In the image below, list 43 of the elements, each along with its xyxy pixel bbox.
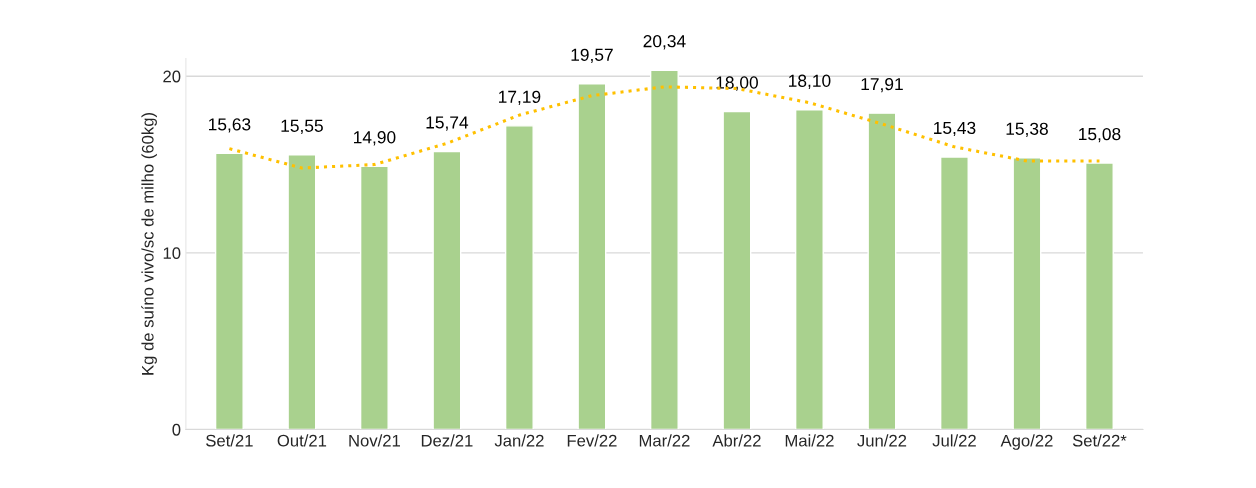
data-label: 18,00 xyxy=(716,76,758,91)
y-tick-label: 20 xyxy=(163,70,181,83)
bar xyxy=(214,152,244,430)
x-tick-label: Dez/21 xyxy=(421,434,473,447)
x-tick-label: Mar/22 xyxy=(639,434,690,447)
x-tick-label: Abr/22 xyxy=(712,434,761,447)
x-tick-label: Fev/22 xyxy=(567,434,617,447)
bar xyxy=(287,154,317,430)
x-tick-label: Jun/22 xyxy=(857,434,907,447)
data-label: 19,57 xyxy=(571,48,613,63)
data-label: 15,55 xyxy=(281,119,323,134)
bar xyxy=(794,109,824,430)
bar xyxy=(359,165,389,430)
data-label: 15,38 xyxy=(1006,122,1048,137)
data-label: 17,19 xyxy=(499,90,541,106)
x-tick-label: Ago/22 xyxy=(1000,434,1053,450)
x-tick-label: Set/22* xyxy=(1072,434,1127,447)
bar xyxy=(504,125,534,430)
data-label: 17,91 xyxy=(861,77,903,93)
x-tick-label: Out/21 xyxy=(277,434,327,447)
data-label: 15,08 xyxy=(1079,127,1121,143)
bar xyxy=(939,156,969,430)
data-label: 18,10 xyxy=(789,74,831,89)
data-label: 15,43 xyxy=(934,121,976,137)
y-tick-label: 10 xyxy=(163,247,181,260)
x-tick-label: Jan/22 xyxy=(494,434,544,447)
x-tick-label: Mai/22 xyxy=(785,434,834,447)
x-tick-label: Set/21 xyxy=(206,434,253,447)
bar xyxy=(722,110,752,430)
y-tick-label: 0 xyxy=(172,423,181,436)
x-tick-label: Nov/21 xyxy=(349,434,400,447)
x-tick-label: Jul/22 xyxy=(932,434,976,447)
data-label: 15,74 xyxy=(426,116,469,131)
bar xyxy=(432,150,462,430)
bar xyxy=(649,69,679,430)
bar xyxy=(1012,157,1042,430)
bar xyxy=(1084,162,1114,430)
data-label: 20,34 xyxy=(643,35,686,50)
data-label: 15,63 xyxy=(208,118,251,133)
data-label: 14,90 xyxy=(354,131,396,146)
y-axis-title: Kg de suíno vivo/sc de milho (60kg) xyxy=(141,113,157,375)
bar xyxy=(867,112,897,430)
bar xyxy=(577,83,607,430)
